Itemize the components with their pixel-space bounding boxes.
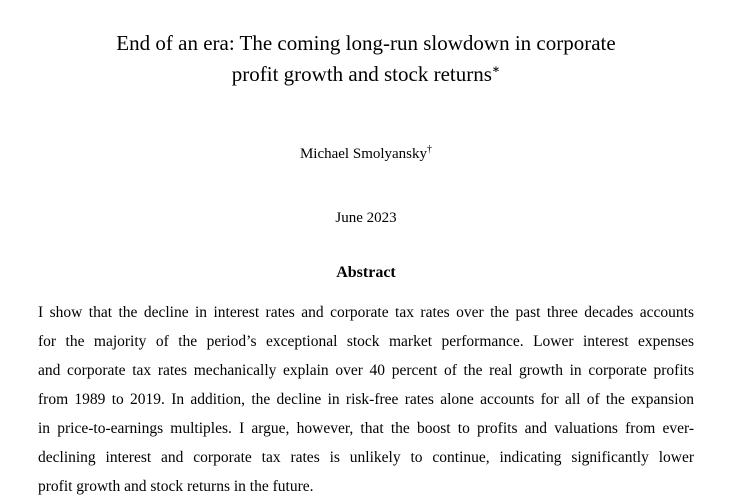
author-line: Michael Smolyansky†: [0, 144, 732, 163]
abstract-line: I show that the decline in interest rate…: [38, 304, 694, 321]
author-name: Michael Smolyansky: [299, 146, 428, 162]
paper-date: June 2023: [335, 210, 397, 226]
abstract-body: I show that the decline in interest rate…: [38, 298, 694, 496]
abstract-heading: Abstract: [336, 264, 396, 281]
title-footnote-marker: ∗: [491, 62, 501, 77]
abstract-line: declining interest and corporate tax rat…: [38, 449, 694, 466]
abstract-line: from 1989 to 2019. In addition, the decl…: [38, 391, 694, 408]
abstract-line: profit growth and stock returns in the f…: [38, 478, 314, 495]
author-footnote-marker: †: [427, 144, 433, 155]
abstract-line: in price-to-earnings multiples. I argue,…: [38, 420, 694, 437]
abstract-line: for the majority of the period’s excepti…: [38, 333, 694, 350]
paper-title-line2: profit growth and stock returns: [231, 62, 492, 87]
paper-title: End of an era: The coming long-run slowd…: [30, 28, 702, 90]
paper-title-line1: End of an era: The coming long-run slowd…: [116, 31, 616, 56]
abstract-line: and corporate tax rates mechanically exp…: [38, 362, 694, 379]
